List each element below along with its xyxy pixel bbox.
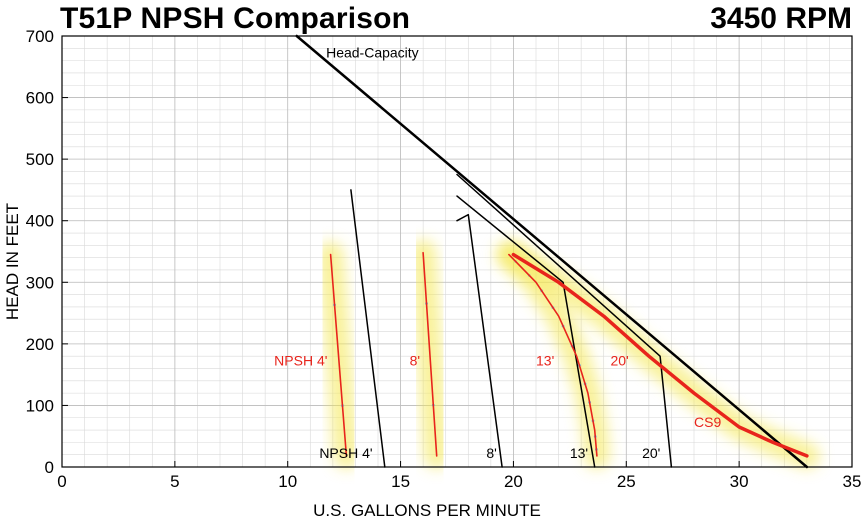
chart-subtitle: 3450 RPM <box>710 2 852 35</box>
x-tick-label: 25 <box>617 472 636 491</box>
annotation-label: 13' <box>536 352 554 368</box>
series-line <box>329 253 348 457</box>
series-line <box>350 189 386 468</box>
series-line <box>456 173 673 468</box>
x-tick-label: 0 <box>57 472 66 491</box>
y-tick-label: 0 <box>45 458 54 477</box>
y-tick-label: 300 <box>26 273 54 292</box>
annotation-label: 8' <box>486 445 496 461</box>
annotation-label: NPSH 4' <box>274 352 327 368</box>
x-axis-title: U.S. GALLONS PER MINUTE <box>313 501 541 520</box>
annotation-label: NPSH 4' <box>319 445 372 461</box>
annotation-label: 20' <box>642 445 660 461</box>
series-lines <box>295 34 809 469</box>
x-tick-label: 30 <box>730 472 749 491</box>
annotations: Head-Capacity NPSH 4' 8' 13' 20' CS9 NPSH 4' 8'… <box>274 45 721 461</box>
y-tick-label: 600 <box>26 89 54 108</box>
y-tick-label: 200 <box>26 335 54 354</box>
axes: 0 5 10 15 20 25 30 35 0 100 200 300 400 500 600 700 U.S.… <box>3 27 861 520</box>
series-line <box>511 252 809 458</box>
annotation-label: Head-Capacity <box>326 45 419 61</box>
x-tick-label: 35 <box>843 472 862 491</box>
y-tick-label: 500 <box>26 150 54 169</box>
x-tick-label: 10 <box>278 472 297 491</box>
plot-frame <box>61 35 853 468</box>
y-axis-title: HEAD IN FEET <box>3 203 22 320</box>
chart-title: T51P NPSH Comparison <box>60 2 411 35</box>
series-line <box>295 34 809 469</box>
series-line <box>456 213 503 468</box>
grid <box>61 35 853 468</box>
x-tick-label: 15 <box>391 472 410 491</box>
series-line <box>508 253 598 457</box>
series-line <box>422 251 438 457</box>
annotation-label: 13' <box>570 445 588 461</box>
y-tick-label: 700 <box>26 27 54 46</box>
series-line <box>456 195 596 468</box>
annotation-label: 8' <box>410 352 420 368</box>
annotation-label: 20' <box>610 352 628 368</box>
y-tick-label: 100 <box>26 396 54 415</box>
x-tick-label: 5 <box>170 472 179 491</box>
annotation-label: CS9 <box>694 414 721 430</box>
y-tick-label: 400 <box>26 212 54 231</box>
x-tick-label: 20 <box>504 472 523 491</box>
